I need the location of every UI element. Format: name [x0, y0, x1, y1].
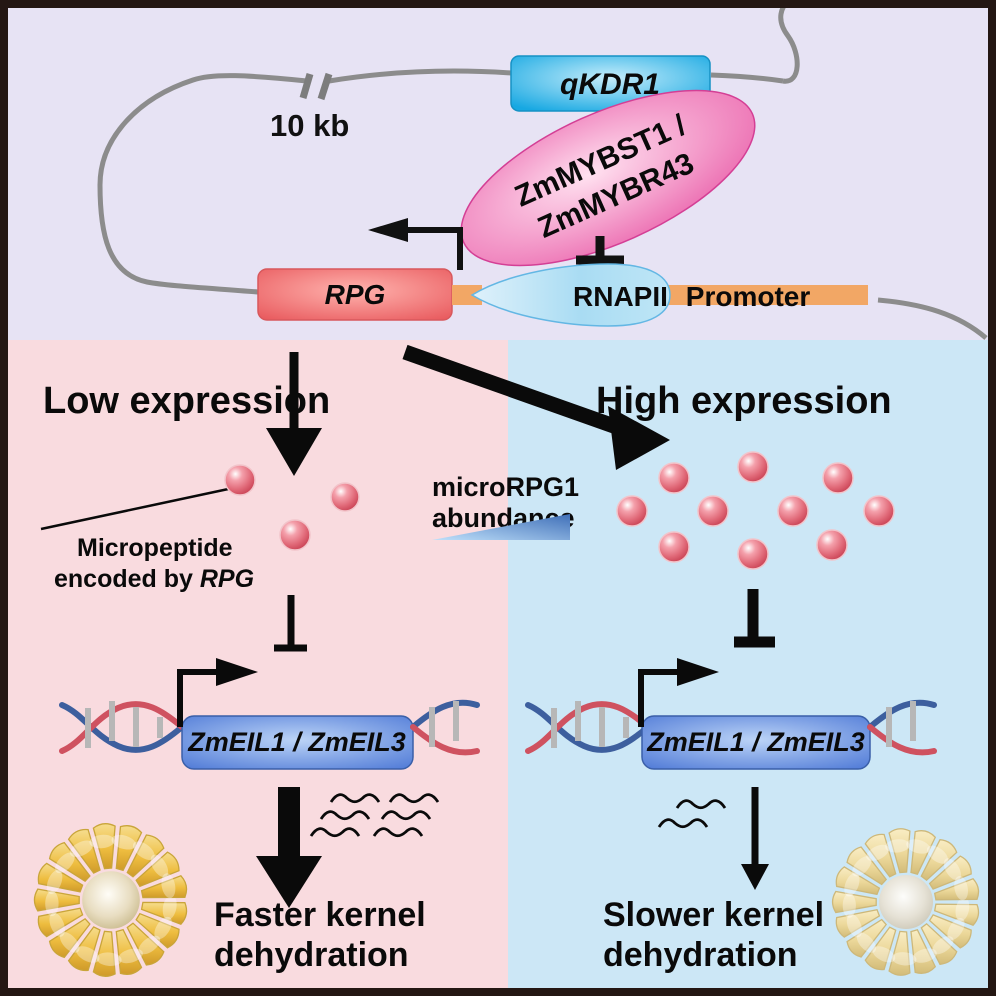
svg-text:RPG: RPG [325, 279, 386, 310]
svg-text:10 kb: 10 kb [270, 108, 349, 143]
svg-text:RNAPII: RNAPII [573, 281, 668, 312]
svg-text:Promoter: Promoter [686, 281, 811, 312]
